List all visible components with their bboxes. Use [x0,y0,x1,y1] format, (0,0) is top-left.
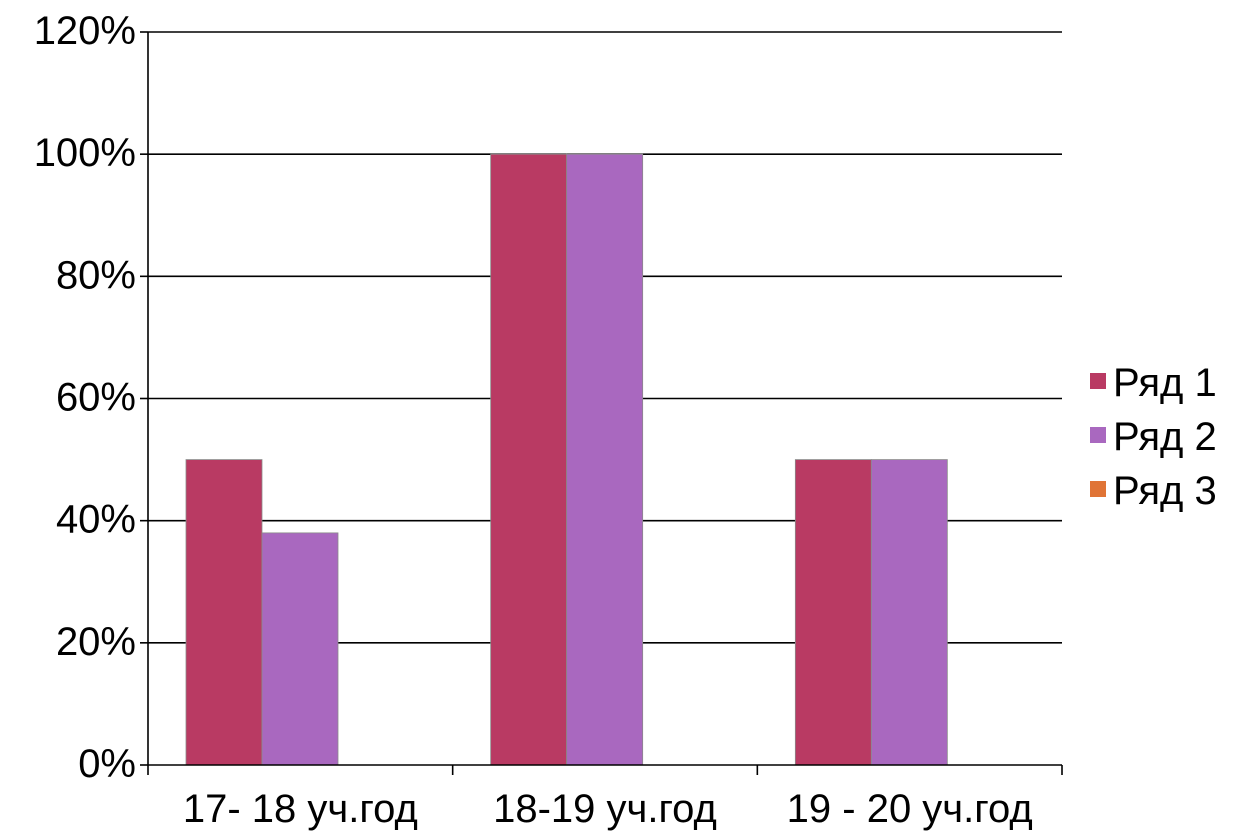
x-tick-label: 18-19 уч.год [493,787,717,831]
legend-swatch [1090,481,1106,497]
legend-label: Ряд 1 [1113,361,1217,405]
y-tick-label: 60% [56,376,136,420]
y-tick-label: 120% [34,9,136,53]
y-tick-label: 40% [56,498,136,542]
legend-label: Ряд 2 [1113,415,1217,459]
y-tick-label: 80% [56,253,136,297]
legend-swatch [1090,427,1106,443]
x-tick-labels: 17- 18 уч.год 18-19 уч.год 19 - 20 уч.год [183,787,1033,831]
x-tick-label: 19 - 20 уч.год [787,787,1033,831]
axes [140,31,1063,775]
legend: Ряд 1 Ряд 2 Ряд 3 [1090,361,1217,513]
bar [185,459,263,766]
bar [490,153,568,766]
bar [794,459,872,766]
bar [566,153,644,766]
x-tick-label: 17- 18 уч.год [183,787,418,831]
bar [261,532,339,766]
y-tick-labels: 0% 20% 40% 60% 80% 100% 120% [34,9,136,786]
y-tick-label: 0% [78,742,136,786]
legend-swatch [1090,373,1106,389]
bars [185,153,948,766]
y-tick-label: 20% [56,620,136,664]
bar [870,459,948,766]
legend-label: Ряд 3 [1113,469,1217,513]
y-tick-label: 100% [34,131,136,175]
